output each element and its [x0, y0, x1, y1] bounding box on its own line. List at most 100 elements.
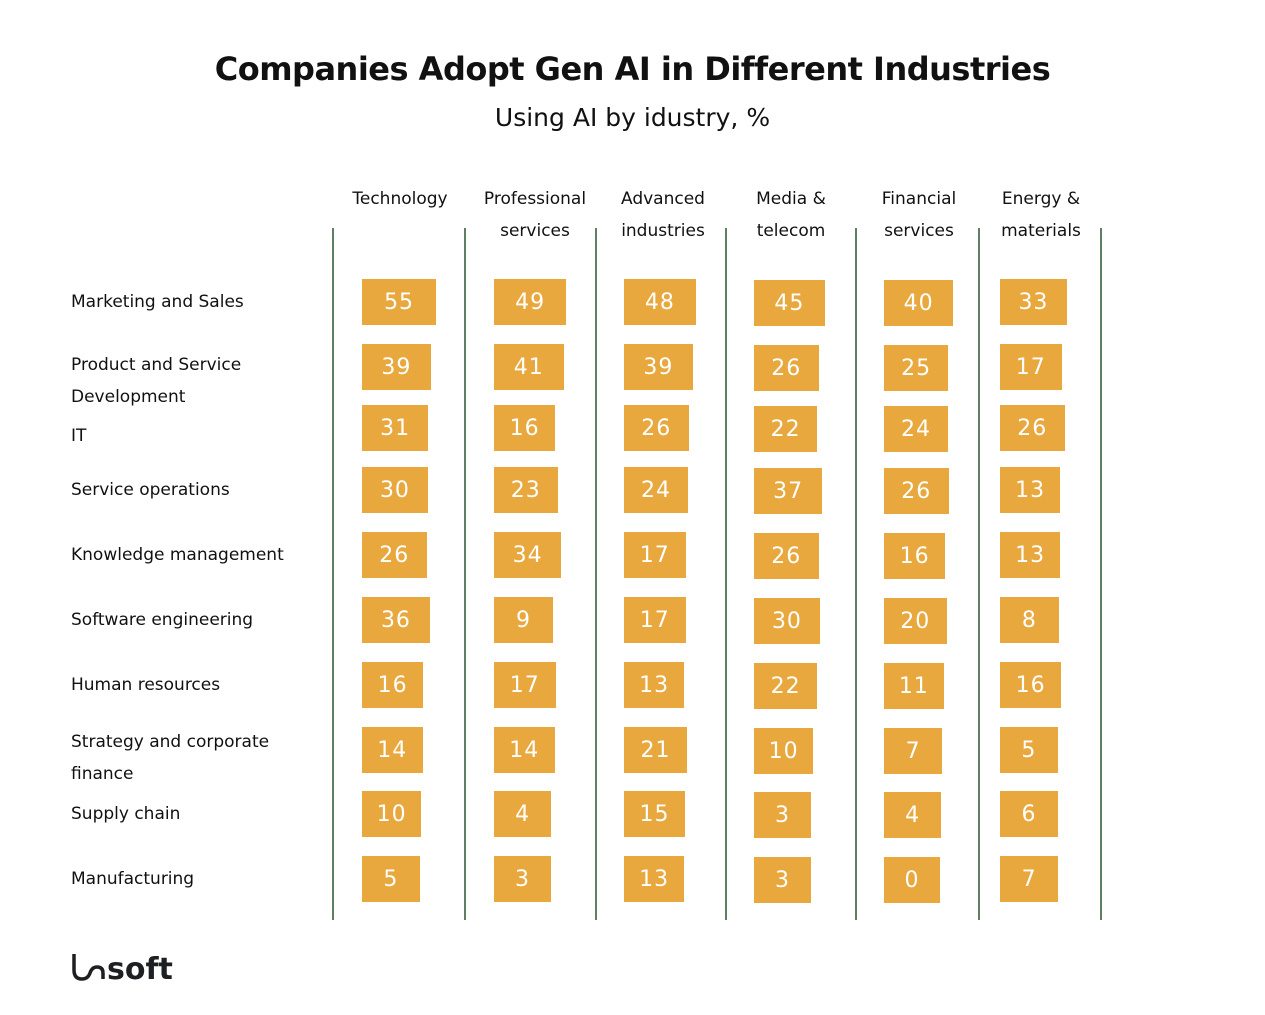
column-header-line: Technology: [352, 189, 448, 209]
column-header-line: industries: [621, 221, 705, 241]
value-cell: 3: [494, 856, 551, 902]
value-cell: 13: [1000, 467, 1061, 513]
value-cell: 0: [884, 857, 940, 903]
row-label-line: IT: [71, 426, 87, 446]
value-cell: 11: [884, 663, 944, 709]
value-cell: 34: [494, 532, 562, 578]
value-cell: 33: [1000, 279, 1067, 325]
value-cell: 25: [884, 345, 949, 391]
value-cell: 5: [1000, 727, 1058, 773]
value-cell: 17: [494, 662, 556, 708]
value-cell: 17: [624, 532, 686, 578]
column-header-line: Energy &: [1001, 189, 1081, 209]
value-cell: 24: [884, 406, 948, 452]
value-cell: 31: [362, 405, 429, 451]
chart-subtitle: Using AI by idustry, %: [494, 103, 771, 132]
column-divider: [725, 228, 727, 920]
value-cell: 26: [884, 468, 949, 514]
row-label: Manufacturing: [71, 863, 321, 895]
row-label: Knowledge management: [71, 539, 321, 571]
row-label: IT: [71, 420, 321, 452]
row-label-line: Product and Service: [71, 355, 242, 375]
column-header: Technology: [330, 183, 470, 247]
column-divider: [1100, 228, 1102, 920]
value-cell: 7: [1000, 856, 1059, 902]
value-cell: 17: [1000, 344, 1062, 390]
column-header-line: materials: [1001, 221, 1081, 241]
value-cell: 16: [494, 405, 556, 451]
row-label-line: Service operations: [71, 480, 230, 500]
value-cell: 26: [1000, 405, 1065, 451]
row-label: Marketing and Sales: [71, 286, 321, 318]
value-cell: 40: [884, 280, 954, 326]
row-label-line: Strategy and corporate: [71, 732, 270, 752]
row-label: Human resources: [71, 669, 321, 701]
column-divider: [464, 228, 466, 920]
value-cell: 13: [624, 662, 685, 708]
value-cell: 5: [362, 856, 420, 902]
value-cell: 6: [1000, 791, 1058, 837]
value-cell: 39: [362, 344, 431, 390]
value-cell: 14: [494, 727, 555, 773]
row-label: Strategy and corporate finance: [71, 726, 321, 790]
column-header-line: [330, 215, 470, 247]
column-divider: [855, 228, 857, 920]
column-header: Professional services: [465, 183, 605, 247]
column-header: Advanced industries: [593, 183, 733, 247]
value-cell: 10: [362, 791, 422, 837]
logo: soft: [71, 948, 183, 993]
row-label-line: Development: [71, 387, 186, 407]
value-cell: 48: [624, 279, 696, 325]
value-cell: 21: [624, 727, 687, 773]
value-cell: 22: [754, 406, 818, 452]
value-cell: 26: [754, 345, 819, 391]
value-cell: 3: [754, 792, 811, 838]
value-cell: 17: [624, 597, 686, 643]
value-cell: 41: [494, 344, 564, 390]
value-cell: 26: [754, 533, 819, 579]
value-cell: 49: [494, 279, 567, 325]
value-cell: 9: [494, 597, 553, 643]
row-label-line: Manufacturing: [71, 869, 195, 889]
row-label-line: Supply chain: [71, 804, 181, 824]
value-cell: 7: [884, 728, 943, 774]
value-cell: 23: [494, 467, 558, 513]
value-cell: 4: [494, 791, 552, 837]
column-header-line: Media &: [756, 189, 826, 209]
column-header: Media & telecom: [721, 183, 861, 247]
value-cell: 55: [362, 279, 437, 325]
column-divider: [332, 228, 334, 920]
row-label-line: Human resources: [71, 675, 221, 695]
value-cell: 24: [624, 467, 688, 513]
row-label: Service operations: [71, 474, 321, 506]
column-header-line: Financial: [881, 189, 957, 209]
value-cell: 20: [884, 598, 947, 644]
value-cell: 16: [362, 662, 424, 708]
value-cell: 10: [754, 728, 814, 774]
row-label-line: Knowledge management: [71, 545, 284, 565]
value-cell: 15: [624, 791, 685, 837]
column-header-line: Professional: [483, 189, 587, 209]
column-divider: [595, 228, 597, 920]
value-cell: 8: [1000, 597, 1059, 643]
column-divider: [978, 228, 980, 920]
value-cell: 4: [884, 792, 942, 838]
value-cell: 16: [884, 533, 946, 579]
column-header-line: services: [500, 221, 570, 241]
value-cell: 3: [754, 857, 811, 903]
column-header-line: telecom: [756, 221, 826, 241]
column-header-line: services: [884, 221, 954, 241]
value-cell: 37: [754, 468, 823, 514]
svg-text:soft: soft: [107, 952, 173, 984]
chart-title: Companies Adopt Gen AI in Different Indu…: [214, 50, 1051, 88]
value-cell: 30: [754, 598, 820, 644]
row-label: Product and Service Development: [71, 349, 321, 413]
row-label-line: finance: [71, 764, 134, 784]
value-cell: 26: [624, 405, 689, 451]
row-label-line: Software engineering: [71, 610, 254, 630]
row-label: Supply chain: [71, 798, 321, 830]
row-label: Software engineering: [71, 604, 321, 636]
uasoft-logo-icon: soft: [72, 952, 173, 987]
value-cell: 22: [754, 663, 818, 709]
